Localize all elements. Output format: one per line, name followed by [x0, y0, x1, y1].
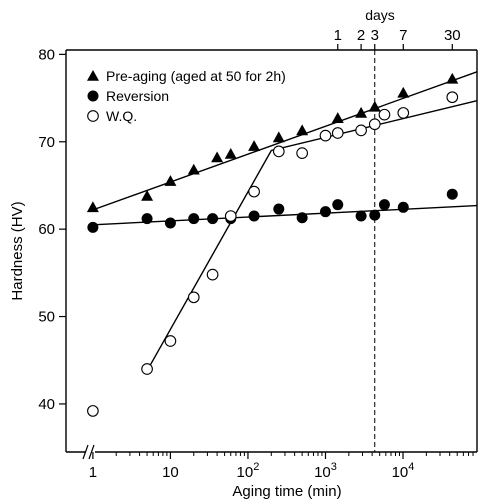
data-point — [378, 108, 391, 121]
data-point — [188, 213, 200, 225]
x-tick-label: 1 — [89, 464, 97, 481]
day-tick-label: 3 — [371, 27, 379, 44]
legend-marker — [87, 70, 99, 81]
fit-line — [92, 71, 478, 211]
fit-line — [146, 100, 478, 372]
data-point — [369, 209, 381, 221]
y-tick-label: 50 — [38, 309, 55, 326]
data-point — [248, 185, 260, 198]
data-point — [446, 91, 459, 104]
x-tick-label: 104 — [392, 461, 415, 481]
day-tick-label: 1 — [334, 27, 342, 44]
data-point — [248, 140, 261, 151]
day-tick-label: 30 — [444, 27, 461, 44]
data-point — [207, 213, 219, 225]
y-axis-title: Hardness (HV) — [9, 201, 26, 300]
data-point — [164, 217, 176, 229]
data-point — [248, 210, 260, 222]
data-point — [355, 124, 367, 137]
data-point — [187, 291, 200, 304]
data-point — [355, 106, 368, 118]
y-tick-label: 40 — [38, 396, 55, 413]
data-point — [368, 100, 381, 112]
data-point — [224, 210, 237, 222]
data-point — [224, 147, 237, 159]
y-tick-label: 60 — [38, 221, 55, 238]
day-tick-label: 2 — [357, 27, 365, 44]
data-point — [141, 189, 154, 201]
data-point — [272, 145, 285, 158]
data-point — [86, 201, 99, 213]
data-point — [273, 203, 285, 215]
data-point — [397, 201, 409, 213]
data-point — [296, 147, 308, 159]
data-point — [332, 199, 344, 211]
legend-label: Pre-aging (aged at 50 for 2h) — [106, 68, 286, 84]
data-point — [331, 112, 344, 123]
legend-label: Reversion — [106, 88, 169, 104]
data-point — [164, 335, 177, 347]
x-tick-label: 10 — [162, 464, 179, 481]
data-point — [378, 199, 390, 211]
data-point — [164, 175, 177, 186]
data-point — [296, 212, 308, 224]
x-axis-title: Aging time (min) — [232, 483, 341, 500]
top-axis-title: days — [365, 7, 395, 23]
data-point — [211, 151, 224, 163]
data-point — [397, 107, 410, 119]
data-point — [87, 405, 99, 417]
legend-label: W.Q. — [106, 108, 137, 124]
data-point — [331, 127, 344, 139]
x-tick-label: 103 — [314, 461, 337, 481]
data-point — [296, 124, 309, 136]
data-point — [368, 118, 381, 131]
data-point — [355, 210, 367, 222]
data-point — [272, 131, 285, 143]
data-point — [206, 268, 219, 281]
day-tick-label: 7 — [399, 27, 407, 44]
data-point — [87, 221, 99, 233]
legend-marker — [87, 110, 99, 122]
axis-break-mark — [82, 444, 95, 460]
data-point — [141, 213, 153, 225]
legend-marker — [87, 90, 99, 102]
data-point — [187, 163, 200, 175]
data-point — [397, 86, 410, 98]
fit-line — [92, 204, 478, 226]
data-point — [319, 129, 332, 142]
data-point — [319, 206, 331, 218]
y-tick-label: 80 — [38, 46, 55, 63]
x-tick-label: 102 — [237, 461, 260, 481]
y-tick-label: 70 — [38, 134, 55, 151]
data-point — [141, 363, 153, 375]
data-point — [446, 72, 459, 84]
data-point — [446, 188, 458, 200]
